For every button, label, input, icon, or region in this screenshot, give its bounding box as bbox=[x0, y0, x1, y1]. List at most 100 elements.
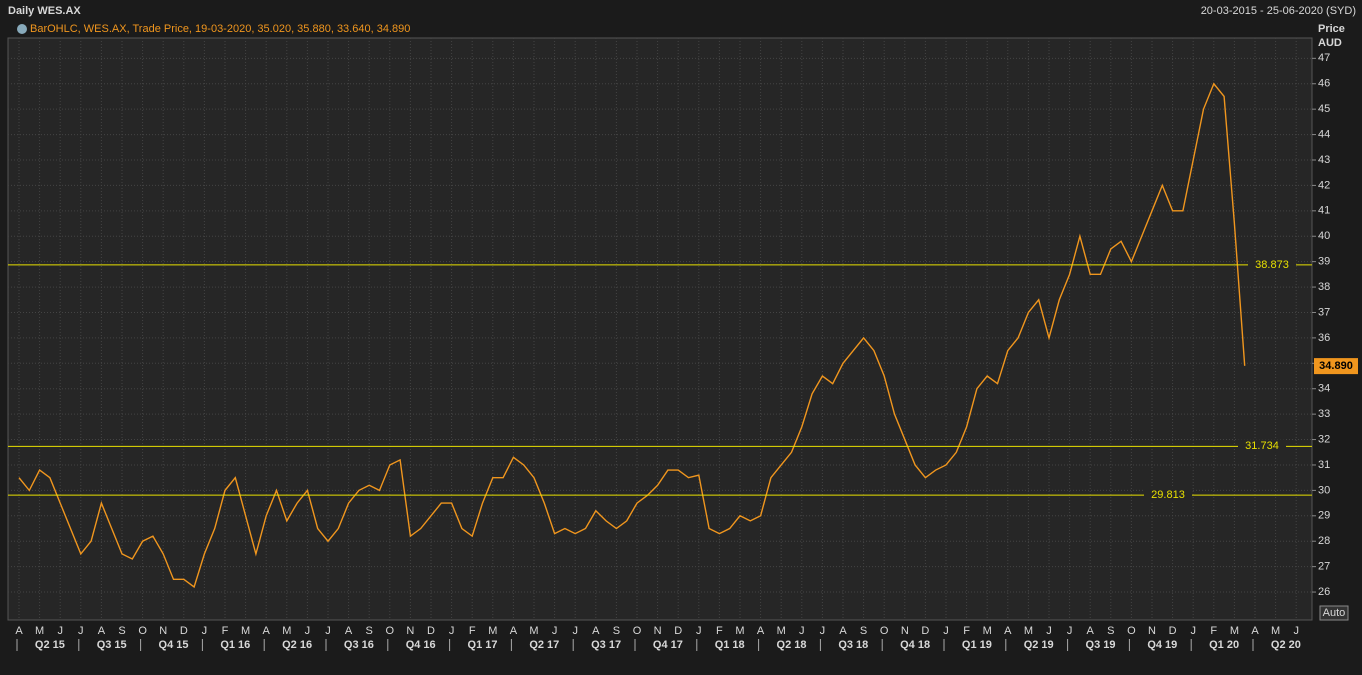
quarter-label: Q3 16 bbox=[344, 639, 374, 651]
x-tick-label: J bbox=[57, 625, 63, 637]
x-tick-label: M bbox=[35, 625, 44, 637]
x-tick-label: A bbox=[345, 625, 353, 637]
x-tick-label: A bbox=[592, 625, 600, 637]
x-tick-label: S bbox=[613, 625, 620, 637]
quarter-label: Q1 20 bbox=[1209, 639, 1239, 651]
x-tick-label: F bbox=[1210, 625, 1217, 637]
y-tick-label: 32 bbox=[1318, 433, 1330, 445]
quarter-label: Q2 16 bbox=[282, 639, 312, 651]
x-tick-label: M bbox=[735, 625, 744, 637]
x-tick-label: F bbox=[963, 625, 970, 637]
x-tick-label: D bbox=[674, 625, 682, 637]
x-tick-label: M bbox=[241, 625, 250, 637]
x-tick-label: N bbox=[159, 625, 167, 637]
level-label-bg bbox=[1238, 439, 1286, 454]
y-tick-label: 27 bbox=[1318, 561, 1330, 573]
auto-button[interactable] bbox=[1319, 605, 1349, 621]
x-tick-label: M bbox=[488, 625, 497, 637]
last-price-label: 34.890 bbox=[1319, 360, 1353, 372]
y-tick-label: 29 bbox=[1318, 510, 1330, 522]
x-tick-label: M bbox=[1230, 625, 1239, 637]
level-label-bg bbox=[1248, 257, 1296, 272]
x-tick-label: A bbox=[98, 625, 106, 637]
y-tick-label: 39 bbox=[1318, 256, 1330, 268]
x-tick-label: J bbox=[1190, 625, 1196, 637]
x-tick-label: M bbox=[529, 625, 538, 637]
x-tick-label: A bbox=[1004, 625, 1012, 637]
x-tick-label: O bbox=[386, 625, 395, 637]
x-tick-label: M bbox=[983, 625, 992, 637]
x-tick-label: J bbox=[572, 625, 578, 637]
quarter-label: Q4 19 bbox=[1147, 639, 1177, 651]
x-tick-label: J bbox=[325, 625, 331, 637]
x-tick-label: J bbox=[305, 625, 311, 637]
x-tick-label: N bbox=[406, 625, 414, 637]
y-axis-unit: AUD bbox=[1318, 37, 1342, 49]
x-tick-label: D bbox=[1169, 625, 1177, 637]
x-tick-label: S bbox=[118, 625, 125, 637]
x-tick-label: J bbox=[1046, 625, 1052, 637]
quarter-label: Q4 17 bbox=[653, 639, 683, 651]
x-tick-label: J bbox=[799, 625, 805, 637]
x-tick-label: M bbox=[777, 625, 786, 637]
x-tick-label: O bbox=[138, 625, 147, 637]
quarter-label: Q4 16 bbox=[406, 639, 436, 651]
x-tick-label: J bbox=[78, 625, 84, 637]
quarter-label: Q1 19 bbox=[962, 639, 992, 651]
x-tick-label: N bbox=[901, 625, 909, 637]
x-tick-label: A bbox=[510, 625, 518, 637]
y-tick-label: 26 bbox=[1318, 586, 1330, 598]
date-range: 20-03-2015 - 25-06-2020 (SYD) bbox=[1201, 5, 1356, 17]
y-tick-label: 40 bbox=[1318, 230, 1330, 242]
quarter-label: Q2 20 bbox=[1271, 639, 1301, 651]
x-tick-label: F bbox=[716, 625, 723, 637]
y-tick-label: 33 bbox=[1318, 408, 1330, 420]
x-tick-label: O bbox=[880, 625, 889, 637]
quarter-label: Q2 19 bbox=[1024, 639, 1054, 651]
x-tick-label: J bbox=[1067, 625, 1073, 637]
x-tick-label: J bbox=[449, 625, 455, 637]
quarter-label: Q4 18 bbox=[900, 639, 930, 651]
x-tick-label: A bbox=[263, 625, 271, 637]
quarter-label: Q3 15 bbox=[97, 639, 127, 651]
legend-icon bbox=[17, 24, 27, 34]
quarter-label: Q1 18 bbox=[715, 639, 745, 651]
x-tick-label: D bbox=[921, 625, 929, 637]
quarter-label: Q2 17 bbox=[529, 639, 559, 651]
x-tick-label: S bbox=[860, 625, 867, 637]
x-tick-label: M bbox=[1271, 625, 1280, 637]
level-label: 31.734 bbox=[1245, 440, 1279, 452]
quarter-label: Q3 17 bbox=[591, 639, 621, 651]
quarter-label: Q1 16 bbox=[220, 639, 250, 651]
y-tick-label: 34 bbox=[1318, 383, 1330, 395]
y-tick-label: 36 bbox=[1318, 332, 1330, 344]
y-tick-label: 42 bbox=[1318, 179, 1330, 191]
level-label: 38.873 bbox=[1255, 259, 1289, 271]
y-tick-label: 45 bbox=[1318, 103, 1330, 115]
x-tick-label: S bbox=[1107, 625, 1114, 637]
y-tick-label: 41 bbox=[1318, 205, 1330, 217]
x-tick-label: J bbox=[696, 625, 702, 637]
y-tick-label: 30 bbox=[1318, 484, 1330, 496]
y-tick-label: 38 bbox=[1318, 281, 1330, 293]
x-tick-label: J bbox=[820, 625, 826, 637]
x-tick-label: A bbox=[15, 625, 23, 637]
x-tick-label: A bbox=[757, 625, 765, 637]
x-tick-label: M bbox=[282, 625, 291, 637]
quarter-label: Q2 18 bbox=[777, 639, 807, 651]
y-tick-label: 44 bbox=[1318, 128, 1330, 140]
x-tick-label: S bbox=[366, 625, 373, 637]
x-tick-label: J bbox=[943, 625, 949, 637]
x-tick-label: A bbox=[1087, 625, 1095, 637]
auto-button-label[interactable]: Auto bbox=[1323, 607, 1346, 619]
x-tick-label: J bbox=[202, 625, 208, 637]
x-tick-label: F bbox=[222, 625, 229, 637]
x-tick-label: A bbox=[1251, 625, 1259, 637]
x-tick-label: J bbox=[552, 625, 558, 637]
y-tick-label: 28 bbox=[1318, 535, 1330, 547]
plot-area bbox=[7, 37, 1313, 621]
y-tick-label: 46 bbox=[1318, 78, 1330, 90]
x-tick-label: O bbox=[633, 625, 642, 637]
x-tick-label: M bbox=[1024, 625, 1033, 637]
chart-title: Daily WES.AX bbox=[8, 5, 81, 17]
